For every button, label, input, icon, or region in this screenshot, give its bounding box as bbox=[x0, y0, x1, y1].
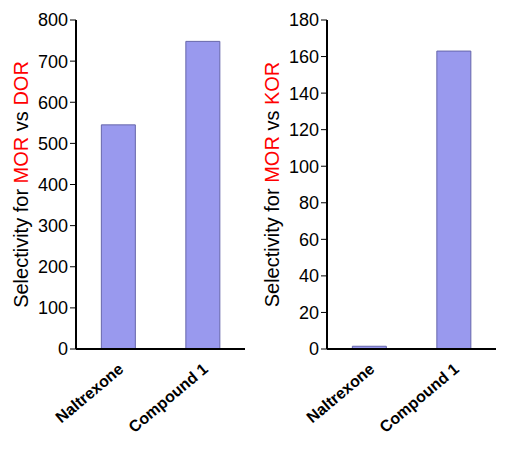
svg-text:500: 500 bbox=[38, 134, 68, 154]
svg-text:180: 180 bbox=[289, 10, 319, 30]
svg-text:600: 600 bbox=[38, 93, 68, 113]
svg-text:Compound 1: Compound 1 bbox=[125, 360, 211, 436]
svg-text:Selectivity for MOR vs KOR: Selectivity for MOR vs KOR bbox=[261, 62, 283, 308]
svg-text:200: 200 bbox=[38, 257, 68, 277]
svg-text:60: 60 bbox=[299, 230, 319, 250]
svg-text:700: 700 bbox=[38, 52, 68, 72]
svg-text:Naltrexone: Naltrexone bbox=[52, 360, 126, 426]
svg-text:40: 40 bbox=[299, 266, 319, 286]
svg-text:Compound 1: Compound 1 bbox=[376, 360, 462, 436]
svg-text:Selectivity for MOR vs DOR: Selectivity for MOR vs DOR bbox=[10, 61, 32, 308]
svg-text:0: 0 bbox=[309, 339, 319, 359]
svg-text:100: 100 bbox=[38, 298, 68, 318]
svg-text:100: 100 bbox=[289, 157, 319, 177]
svg-text:800: 800 bbox=[38, 10, 68, 30]
svg-text:20: 20 bbox=[299, 303, 319, 323]
svg-text:120: 120 bbox=[289, 120, 319, 140]
svg-text:160: 160 bbox=[289, 47, 319, 67]
svg-text:140: 140 bbox=[289, 84, 319, 104]
svg-text:0: 0 bbox=[58, 339, 68, 359]
svg-text:400: 400 bbox=[38, 175, 68, 195]
svg-text:80: 80 bbox=[299, 193, 319, 213]
svg-text:300: 300 bbox=[38, 216, 68, 236]
svg-text:Naltrexone: Naltrexone bbox=[303, 360, 377, 426]
